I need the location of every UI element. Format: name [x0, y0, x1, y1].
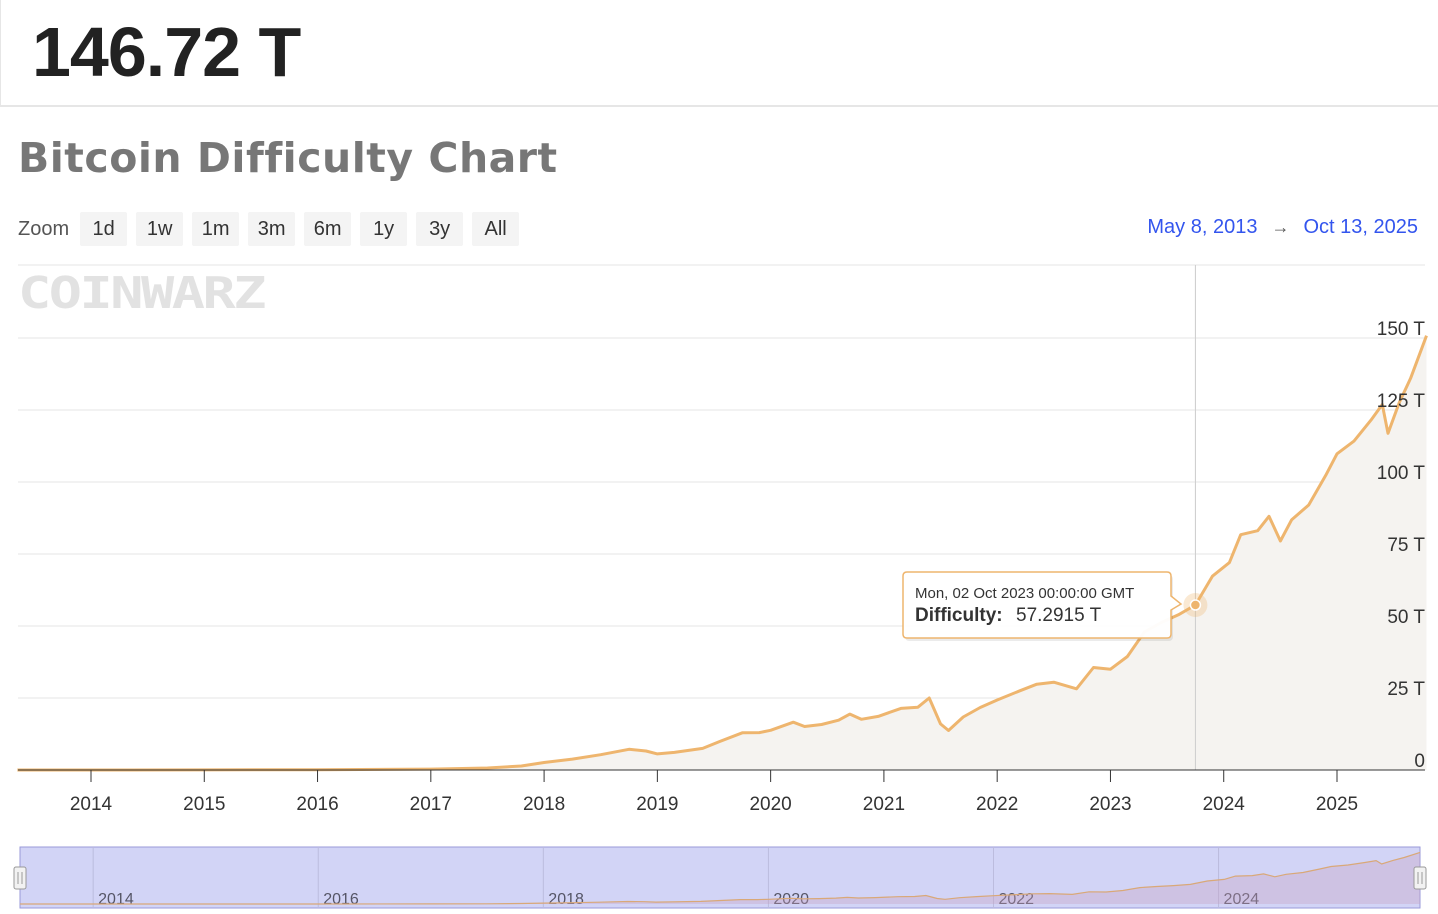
navigator-tick-label: 2020 [773, 891, 809, 908]
x-axis-tick-label: 2019 [636, 794, 678, 815]
zoom-button-1m[interactable]: 1m [192, 212, 240, 246]
tooltip-value: 57.2915 T [1016, 605, 1102, 626]
x-axis-tick-label: 2022 [976, 794, 1018, 815]
zoom-button-6m[interactable]: 6m [304, 212, 352, 246]
y-axis-tick-label: 50 T [1387, 607, 1425, 628]
date-range: May 8, 2013 → Oct 13, 2025 [1147, 216, 1418, 239]
coinwarz-watermark-logo: COINWARZ [18, 268, 265, 319]
navigator-tick-label: 2014 [98, 891, 134, 908]
x-axis-tick-label: 2020 [749, 794, 791, 815]
x-axis-tick-label: 2017 [410, 794, 452, 815]
difficulty-series-line[interactable] [17, 335, 1428, 772]
navigator-tick-label: 2018 [548, 891, 584, 908]
x-axis-tick-label: 2024 [1203, 794, 1246, 815]
y-axis-tick-label: 100 T [1377, 463, 1426, 484]
difficulty-area-fill [17, 335, 1427, 770]
y-axis-tick-label: 125 T [1377, 391, 1426, 412]
x-axis-tick-label: 2025 [1316, 794, 1358, 815]
x-axis-tick-label: 2021 [863, 794, 905, 815]
x-axis-tick-label: 2016 [296, 794, 338, 815]
y-axis-tick-label: 75 T [1387, 535, 1425, 556]
chart-title: Bitcoin Difficulty Chart [18, 134, 558, 182]
x-axis-tick-label: 2023 [1089, 794, 1131, 815]
header-border [0, 0, 1, 107]
tooltip-date: Mon, 02 Oct 2023 00:00:00 GMT [915, 585, 1134, 602]
tooltip-label: Difficulty: [915, 605, 1003, 626]
navigator-tick-label: 2016 [323, 891, 359, 908]
hover-marker-point[interactable] [1189, 599, 1202, 611]
tooltip-box [902, 571, 1183, 639]
navigator-tick-label: 2024 [1224, 891, 1260, 908]
x-axis-tick-label: 2014 [70, 794, 113, 815]
zoom-button-1y[interactable]: 1y [360, 212, 408, 246]
y-axis-tick-label: 25 T [1387, 679, 1425, 700]
current-difficulty-value: 146.72 T [32, 13, 301, 91]
navigator-right-handle[interactable] [1413, 866, 1427, 890]
y-axis-tick-label: 0 [1414, 751, 1425, 772]
x-axis-tick-label: 2018 [523, 794, 565, 815]
y-axis-tick-label: 150 T [1377, 319, 1426, 340]
navigator-left-handle[interactable] [13, 866, 27, 890]
zoom-label: Zoom [18, 217, 70, 240]
zoom-button-1d[interactable]: 1d [80, 212, 128, 246]
header-divider [0, 105, 1438, 107]
x-axis-tick-label: 2015 [183, 794, 225, 815]
zoom-button-1w[interactable]: 1w [136, 212, 184, 246]
range-to-date[interactable]: Oct 13, 2025 [1303, 216, 1418, 238]
zoom-button-3y[interactable]: 3y [416, 212, 464, 246]
zoom-button-3m[interactable]: 3m [248, 212, 296, 246]
zoom-bar: Zoom 1d 1w 1m 3m 6m 1y 3y All [18, 212, 520, 246]
range-arrow-icon: → [1271, 217, 1290, 237]
zoom-button-all[interactable]: All [472, 212, 520, 246]
navigator-area [20, 852, 1420, 904]
navigator-line [20, 851, 1421, 905]
range-from-date[interactable]: May 8, 2013 [1147, 216, 1258, 238]
navigator-selection[interactable] [19, 846, 1421, 909]
